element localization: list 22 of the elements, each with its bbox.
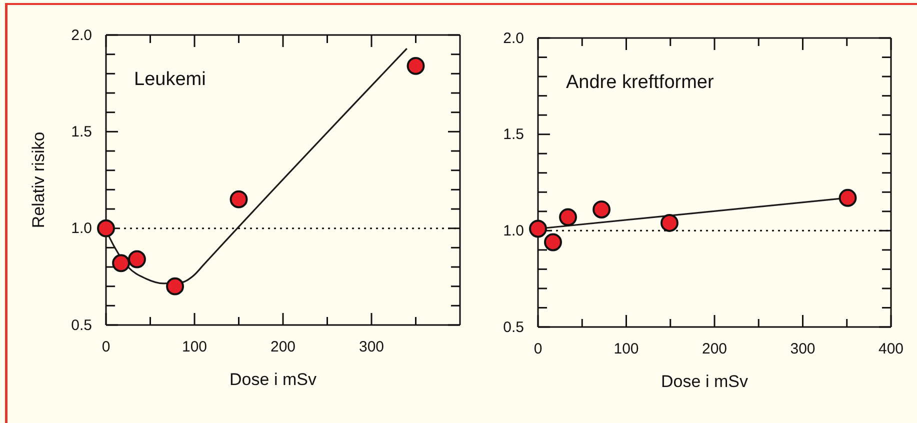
x-tick-label: 100: [614, 340, 639, 358]
y-tick-label: 2.0: [503, 30, 524, 47]
x-tick-label: 200: [702, 340, 728, 358]
y-tick-label: 1.0: [503, 222, 524, 240]
annotation: Andre kreftformer: [566, 72, 714, 93]
y-tick-label: 1.5: [71, 123, 92, 140]
annotation: Leukemi: [134, 69, 206, 90]
x-axis-title: Dose i mSv: [661, 372, 748, 391]
y-tick-label: 1.0: [71, 220, 92, 238]
x-tick-label: 400: [878, 340, 904, 358]
y-tick-label: 2.0: [71, 26, 92, 44]
x-tick-label: 300: [358, 338, 384, 356]
x-tick-label: 0: [534, 340, 542, 358]
x-tick-label: 300: [790, 340, 816, 358]
x-axis-title: Dose i mSv: [230, 370, 317, 389]
x-tick-label: 0: [102, 338, 110, 356]
x-tick-label: 200: [270, 338, 296, 356]
y-tick-label: 0.5: [71, 316, 92, 334]
y-axis-title: Relativ risiko: [29, 132, 48, 228]
y-tick-label: 0.5: [503, 318, 524, 336]
y-tick-label: 1.5: [503, 126, 524, 144]
x-tick-label: 100: [182, 338, 208, 356]
